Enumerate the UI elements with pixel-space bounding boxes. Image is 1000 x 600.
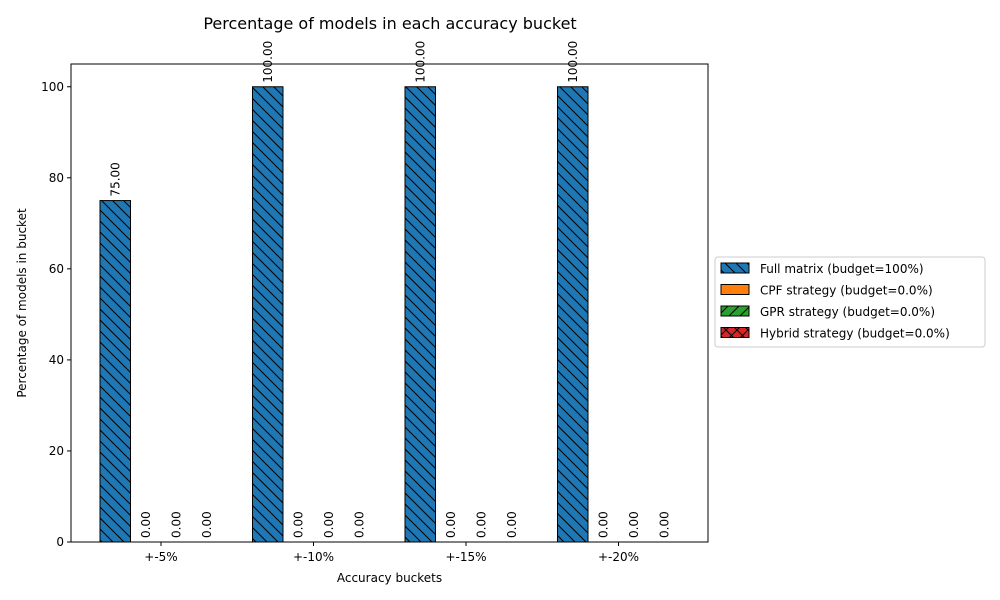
- bar-full-matrix-budget-100-10: [252, 86, 284, 543]
- bars-layer: [99, 86, 589, 543]
- x-tick-label: +-15%: [445, 550, 486, 564]
- value-label-hybrid-strategy-budget-0-0-10: 0.00: [352, 511, 366, 538]
- value-label-cpf-strategy-budget-0-0-10: 0.00: [291, 511, 305, 538]
- y-tick-label: 80: [49, 171, 64, 185]
- bar-full-matrix-budget-100-15: [404, 86, 436, 543]
- y-tick-label: 40: [49, 353, 64, 367]
- value-label-full-matrix-budget-100-20: 100.00: [566, 41, 580, 83]
- value-label-gpr-strategy-budget-0-0-10: 0.00: [322, 511, 336, 538]
- value-label-gpr-strategy-budget-0-0-5: 0.00: [169, 511, 183, 538]
- chart-title: Percentage of models in each accuracy bu…: [203, 14, 576, 33]
- value-label-gpr-strategy-budget-0-0-20: 0.00: [627, 511, 641, 538]
- value-label-hybrid-strategy-budget-0-0-20: 0.00: [657, 511, 671, 538]
- value-label-hybrid-strategy-budget-0-0-5: 0.00: [200, 511, 214, 538]
- legend-swatch-cpf-strategy-budget-0-0: [720, 284, 750, 295]
- x-tick-label: +-10%: [293, 550, 334, 564]
- legend-swatch-gpr-strategy-budget-0-0: [720, 305, 750, 317]
- legend-swatch-hybrid-strategy-budget-0-0: [720, 327, 750, 338]
- value-label-hybrid-strategy-budget-0-0-15: 0.00: [505, 511, 519, 538]
- bar-full-matrix-budget-100-5: [99, 200, 131, 543]
- value-label-full-matrix-budget-100-15: 100.00: [413, 41, 427, 83]
- legend: Full matrix (budget=100%) CPF strategy (b…: [714, 256, 986, 348]
- value-label-cpf-strategy-budget-0-0-15: 0.00: [444, 511, 458, 538]
- y-axis-title: Percentage of models in bucket: [15, 208, 29, 398]
- legend-label-cpf-strategy-budget-0-0: CPF strategy (budget=0.0%): [760, 284, 933, 298]
- legend-label-hybrid-strategy-budget-0-0: Hybrid strategy (budget=0.0%): [760, 327, 950, 341]
- legend-swatch-full-matrix-budget-100: [720, 262, 750, 274]
- x-tick-label: +-20%: [598, 550, 639, 564]
- legend-label-full-matrix-budget-100: Full matrix (budget=100%): [760, 262, 924, 276]
- legend-label-gpr-strategy-budget-0-0: GPR strategy (budget=0.0%): [760, 305, 935, 319]
- plot-area-frame: [70, 63, 709, 543]
- value-labels-layer: 75.00 0.00 0.00 0.00 100.00 0.00 0.00 0.00 100.0…: [108, 41, 671, 538]
- y-tick-label: 60: [49, 262, 64, 276]
- x-axis: +-5% +-10% +-15% +-20%: [144, 542, 639, 564]
- y-tick-label: 0: [56, 535, 64, 549]
- value-label-cpf-strategy-budget-0-0-20: 0.00: [596, 511, 610, 538]
- legend-frame: [714, 256, 986, 348]
- y-tick-label: 100: [41, 80, 64, 94]
- x-axis-title: Accuracy buckets: [337, 571, 442, 585]
- value-label-cpf-strategy-budget-0-0-5: 0.00: [139, 511, 153, 538]
- bar-full-matrix-budget-100-20: [557, 86, 589, 543]
- y-axis: 0 20 40 60 80 100: [41, 80, 71, 549]
- value-label-gpr-strategy-budget-0-0-15: 0.00: [474, 511, 488, 538]
- y-tick-label: 20: [49, 444, 64, 458]
- x-tick-label: +-5%: [144, 550, 177, 564]
- value-label-full-matrix-budget-100-10: 100.00: [261, 41, 275, 83]
- value-label-full-matrix-budget-100-5: 75.00: [108, 162, 122, 196]
